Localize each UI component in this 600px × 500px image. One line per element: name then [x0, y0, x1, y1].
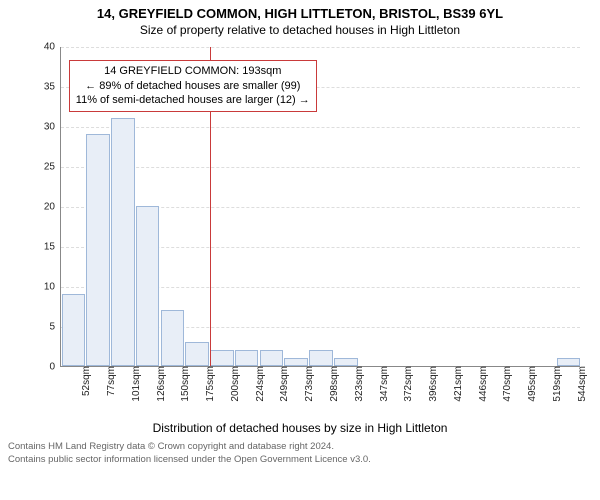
annotation-line: 11% of semi-detached houses are larger (…	[76, 93, 310, 108]
x-axis-label: Distribution of detached houses by size …	[153, 421, 448, 435]
histogram-bar	[136, 206, 160, 366]
x-tick: 249sqm	[275, 366, 290, 402]
plot-region: 051015202530354052sqm77sqm101sqm126sqm15…	[60, 47, 580, 367]
x-tick: 101sqm	[127, 366, 142, 402]
histogram-bar	[235, 350, 259, 366]
x-tick: 544sqm	[573, 366, 588, 402]
gridline	[61, 47, 580, 48]
x-tick: 372sqm	[399, 366, 414, 402]
footer-attribution: Contains HM Land Registry data © Crown c…	[0, 437, 600, 467]
gridline	[61, 167, 580, 168]
histogram-bar	[210, 350, 234, 366]
annotation-box: 14 GREYFIELD COMMON: 193sqm← 89% of deta…	[69, 60, 317, 113]
histogram-bar	[185, 342, 209, 366]
annotation-line: 14 GREYFIELD COMMON: 193sqm	[76, 64, 310, 79]
histogram-bar	[309, 350, 333, 366]
gridline	[61, 127, 580, 128]
x-tick: 323sqm	[350, 366, 365, 402]
y-tick: 10	[44, 282, 61, 293]
footer-line-2: Contains public sector information licen…	[8, 454, 594, 467]
x-tick: 273sqm	[300, 366, 315, 402]
chart-area: Number of detached properties 0510152025…	[0, 37, 600, 437]
histogram-bar	[284, 358, 308, 366]
histogram-bar	[557, 358, 581, 366]
histogram-bar	[260, 350, 284, 366]
x-tick: 421sqm	[449, 366, 464, 402]
x-tick: 495sqm	[523, 366, 538, 402]
histogram-bar	[111, 118, 135, 366]
chart-title-2: Size of property relative to detached ho…	[0, 23, 600, 37]
x-tick: 446sqm	[474, 366, 489, 402]
y-tick: 25	[44, 162, 61, 173]
histogram-bar	[62, 294, 86, 366]
chart-title-block: 14, GREYFIELD COMMON, HIGH LITTLETON, BR…	[0, 0, 600, 37]
x-tick: 470sqm	[498, 366, 513, 402]
histogram-bar	[86, 134, 110, 366]
x-tick: 396sqm	[424, 366, 439, 402]
chart-title-1: 14, GREYFIELD COMMON, HIGH LITTLETON, BR…	[0, 6, 600, 21]
x-tick: 175sqm	[201, 366, 216, 402]
histogram-bar	[334, 358, 358, 366]
x-tick: 52sqm	[77, 366, 92, 396]
y-tick: 0	[49, 362, 61, 373]
x-tick: 347sqm	[375, 366, 390, 402]
histogram-bar	[161, 310, 185, 366]
x-tick: 224sqm	[251, 366, 266, 402]
footer-line-1: Contains HM Land Registry data © Crown c…	[8, 441, 594, 454]
x-tick: 519sqm	[548, 366, 563, 402]
x-tick: 200sqm	[226, 366, 241, 402]
x-tick: 77sqm	[102, 366, 117, 396]
x-tick: 298sqm	[325, 366, 340, 402]
y-tick: 35	[44, 82, 61, 93]
y-tick: 20	[44, 202, 61, 213]
x-tick: 150sqm	[176, 366, 191, 402]
y-tick: 30	[44, 122, 61, 133]
annotation-line: ← 89% of detached houses are smaller (99…	[76, 79, 310, 94]
y-tick: 15	[44, 242, 61, 253]
y-tick: 40	[44, 42, 61, 53]
y-tick: 5	[49, 322, 61, 333]
x-tick: 126sqm	[152, 366, 167, 402]
